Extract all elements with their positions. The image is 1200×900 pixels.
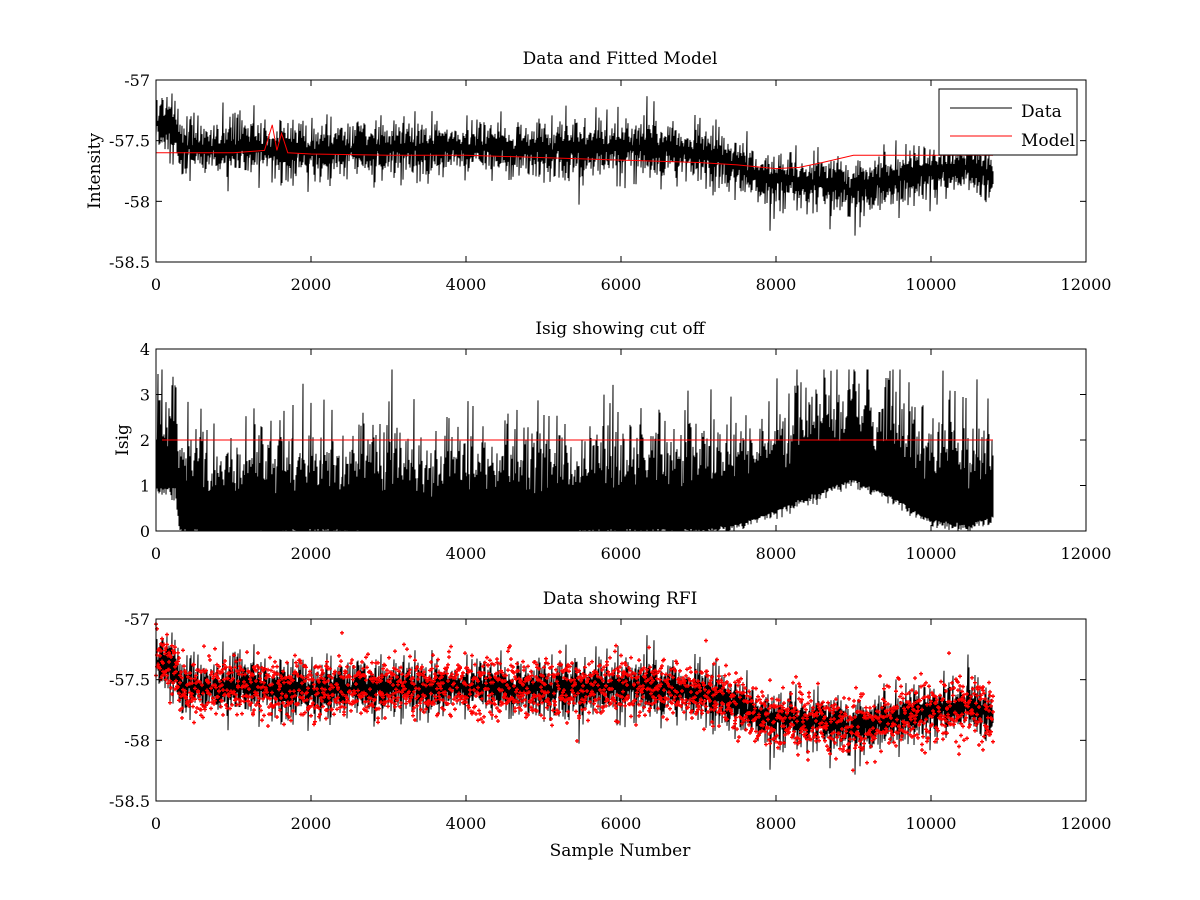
panel-2-series-1-line (155, 369, 994, 532)
panel-1-ytick-label: -58 (124, 192, 150, 211)
panel-1-xtick-label: 6000 (601, 275, 642, 294)
panel-2-series-1 (155, 369, 994, 532)
panel-3-ytick-label: -58 (124, 731, 150, 750)
panel-1-xtick-label: 0 (151, 275, 161, 294)
panel-1-series-1-line (155, 85, 994, 236)
panel-1-plot (155, 85, 994, 236)
panel-1-ytick-label: -57.5 (109, 132, 150, 151)
panel-2-ytick-label: 0 (140, 522, 150, 541)
panel-1-ticks: 0 2000 4000 6000 8000 10000 12000 -57 -57.5 -58 -5… (109, 71, 1111, 294)
panel-1-xtick-label: 4000 (446, 275, 487, 294)
panel-3-ticks: 0 2000 4000 6000 8000 10000 12000 -57 -57.5 -58 -5… (109, 610, 1111, 833)
panel-2-xtick-label: 6000 (601, 544, 642, 563)
panel-1-xtick-label: 12000 (1061, 275, 1112, 294)
panel-3-xtick-label: 12000 (1061, 814, 1112, 833)
panel-2-ylabel: Isig (113, 424, 133, 456)
panel-1-series-2 (156, 124, 993, 170)
panel-3-xtick-label: 10000 (906, 814, 957, 833)
panel-3-xtick-label: 0 (151, 814, 161, 833)
panel-1-ylabel: Intensity (85, 133, 105, 209)
panel-2: Isig showing cut off Isig 0 2000 4000 6000 8… (113, 319, 1111, 563)
panel-1-xtick-label: 8000 (756, 275, 797, 294)
panel-1-title: Data and Fitted Model (523, 49, 718, 69)
panel-3-xtick-label: 4000 (446, 814, 487, 833)
panel-2-title: Isig showing cut off (535, 319, 706, 339)
legend-data-label: Data (1021, 102, 1062, 122)
panel-2-xtick-label: 8000 (756, 544, 797, 563)
panel-2-plot (155, 369, 994, 532)
panel-2-xtick-label: 0 (151, 544, 161, 563)
panel-3-title: Data showing RFI (543, 589, 698, 609)
panel-3-xtick-label: 6000 (601, 814, 642, 833)
panel-1-series-2-line (156, 124, 993, 170)
legend-model-label: Model (1021, 131, 1075, 151)
panel-1-legend: Data Model (938, 88, 1078, 156)
panel-3-xtick-label: 2000 (291, 814, 332, 833)
panel-2-xtick-label: 12000 (1061, 544, 1112, 563)
legend-box (938, 88, 1078, 156)
panel-2-ytick-label: 2 (140, 431, 150, 450)
panel-1: Data and Fitted Model Intensity 0 2000 400… (85, 49, 1111, 294)
panel-3-ytick-label: -58.5 (109, 792, 150, 811)
panel-2-xtick-label: 4000 (446, 544, 487, 563)
panel-2-xtick-label: 10000 (906, 544, 957, 563)
panel-1-series-1 (155, 85, 994, 236)
panel-2-ytick-label: 1 (140, 477, 150, 496)
panel-3: Data showing RFI 0 2000 4000 6000 8000 10000 1… (109, 589, 1111, 861)
panel-1-ytick-label: -58.5 (109, 253, 150, 272)
panel-3-ytick-label: -57 (124, 610, 150, 629)
panel-2-ytick-label: 4 (140, 340, 150, 359)
panel-1-ytick-label: -57 (124, 71, 150, 90)
panel-3-ytick-label: -57.5 (109, 671, 150, 690)
panel-3-xlabel: Sample Number (550, 841, 692, 861)
panel-2-ticks: 0 2000 4000 6000 8000 10000 12000 0 1 2 3 4 (140, 340, 1112, 563)
panel-2-xtick-label: 2000 (291, 544, 332, 563)
panel-1-xtick-label: 10000 (906, 275, 957, 294)
panel-3-xtick-label: 8000 (756, 814, 797, 833)
panel-2-ytick-label: 3 (140, 386, 150, 405)
panel-1-xtick-label: 2000 (291, 275, 332, 294)
